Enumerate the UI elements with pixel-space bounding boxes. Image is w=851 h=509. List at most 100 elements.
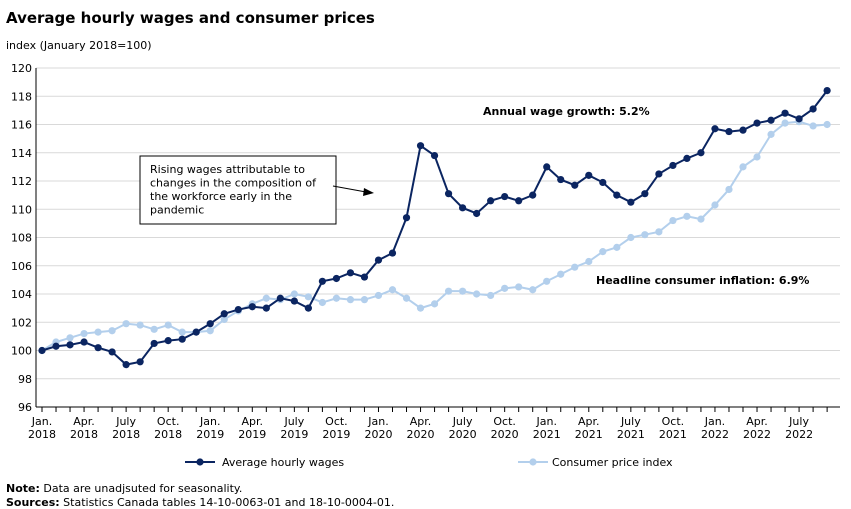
x-tick-label: July: [620, 415, 641, 428]
annotation-box: [139, 155, 337, 225]
y-tick-label: 114: [11, 147, 32, 160]
x-tick-label: 2020: [491, 428, 519, 441]
data-point-cpi: [318, 298, 326, 307]
data-point-wages: [38, 346, 46, 355]
x-tick-label: 2021: [575, 428, 603, 441]
data-point-wages: [402, 214, 411, 222]
sources-label: Sources:: [6, 496, 60, 509]
data-point-wages: [725, 127, 733, 136]
data-point-wages: [150, 339, 158, 348]
data-point-wages: [178, 335, 186, 343]
sources-text: Statistics Canada tables 14-10-0063-01 a…: [59, 496, 395, 509]
data-point-cpi: [641, 231, 649, 239]
inflation-label: Headline consumer inflation: 6.9%: [596, 274, 809, 287]
data-point-cpi: [150, 325, 158, 333]
x-tick-label: Jan.: [704, 415, 725, 428]
data-point-wages: [529, 191, 537, 199]
data-point-wages: [290, 297, 298, 305]
x-tick-label: Jan.: [535, 415, 556, 428]
x-tick-label: 2018: [154, 428, 182, 441]
x-tick-label: July: [788, 415, 809, 428]
data-point-wages: [360, 273, 369, 281]
series-line-wages: [41, 89, 828, 366]
data-point-cpi: [136, 321, 144, 329]
data-point-cpi: [220, 315, 228, 324]
sources: Sources: Statistics Canada tables 14-10-…: [6, 496, 394, 509]
x-tick-label: Apr.: [73, 415, 95, 428]
data-point-wages: [164, 337, 172, 345]
data-point-wages: [430, 151, 439, 160]
data-point-cpi: [697, 215, 705, 223]
x-tick-label: Apr.: [242, 415, 264, 428]
x-tick-label: July: [115, 415, 136, 428]
x-tick-label: July: [283, 415, 304, 428]
legend-label-wages: Average hourly wages: [222, 456, 344, 469]
data-point-cpi: [80, 329, 88, 338]
y-tick-label: 112: [11, 175, 32, 188]
data-point-cpi: [543, 277, 551, 285]
data-point-cpi: [767, 130, 775, 138]
data-point-wages: [374, 256, 383, 264]
data-point-wages: [346, 269, 355, 277]
data-point-cpi: [94, 328, 102, 336]
legend-marker-cpi: [529, 458, 537, 466]
data-point-cpi: [346, 296, 355, 304]
data-point-wages: [262, 304, 270, 312]
data-point-cpi: [304, 293, 312, 301]
data-point-cpi: [683, 212, 691, 220]
data-point-wages: [248, 303, 256, 311]
data-point-wages: [332, 274, 341, 283]
data-point-wages: [501, 192, 509, 201]
x-tick-label: 2020: [364, 428, 392, 441]
data-point-cpi: [487, 291, 495, 300]
data-point-wages: [655, 170, 663, 178]
data-point-wages: [192, 328, 200, 336]
data-point-wages: [823, 87, 831, 95]
data-point-cpi: [585, 257, 593, 266]
y-tick-label: 110: [11, 203, 32, 216]
legend-label-cpi: Consumer price index: [552, 456, 673, 469]
data-point-cpi: [262, 294, 270, 302]
data-point-cpi: [725, 185, 733, 194]
note-label: Note:: [6, 482, 40, 495]
data-point-wages: [234, 305, 242, 314]
annotation-text: Rising wages attributable to changes in t…: [150, 163, 317, 217]
note-text: Data are unadjsuted for seasonality.: [39, 482, 243, 495]
data-point-cpi: [430, 300, 439, 308]
data-point-wages: [94, 344, 102, 352]
x-tick-label: 2019: [196, 428, 224, 441]
data-point-wages: [641, 190, 649, 198]
data-point-wages: [122, 361, 130, 369]
data-point-cpi: [178, 328, 186, 336]
y-tick-label: 104: [11, 288, 32, 301]
y-tick-label: 96: [18, 401, 32, 414]
data-point-cpi: [206, 327, 214, 335]
y-tick-label: 118: [11, 90, 32, 103]
chart-title: Average hourly wages and consumer prices: [6, 9, 375, 27]
data-point-cpi: [122, 320, 130, 328]
data-point-cpi: [360, 296, 369, 304]
data-point-wages: [599, 178, 607, 187]
data-point-cpi: [164, 321, 172, 329]
data-point-cpi: [529, 286, 537, 294]
x-tick-label: 2022: [785, 428, 813, 441]
data-point-cpi: [388, 286, 397, 294]
annotation-arrow: [332, 185, 367, 193]
data-point-wages: [487, 197, 495, 205]
data-point-wages: [557, 175, 565, 184]
x-tick-label: Jan.: [31, 415, 52, 428]
data-point-wages: [515, 197, 523, 205]
x-tick-label: Jan.: [199, 415, 220, 428]
y-tick-label: 116: [11, 119, 32, 132]
data-point-wages: [585, 171, 593, 179]
data-point-cpi: [444, 287, 453, 295]
y-tick-label: 102: [11, 316, 32, 329]
data-point-cpi: [753, 153, 761, 161]
x-tick-label: 2021: [659, 428, 687, 441]
x-tick-label: Oct.: [325, 415, 348, 428]
data-point-cpi: [739, 163, 747, 171]
y-axis-label: index (January 2018=100): [6, 39, 152, 52]
data-point-cpi: [108, 327, 116, 335]
